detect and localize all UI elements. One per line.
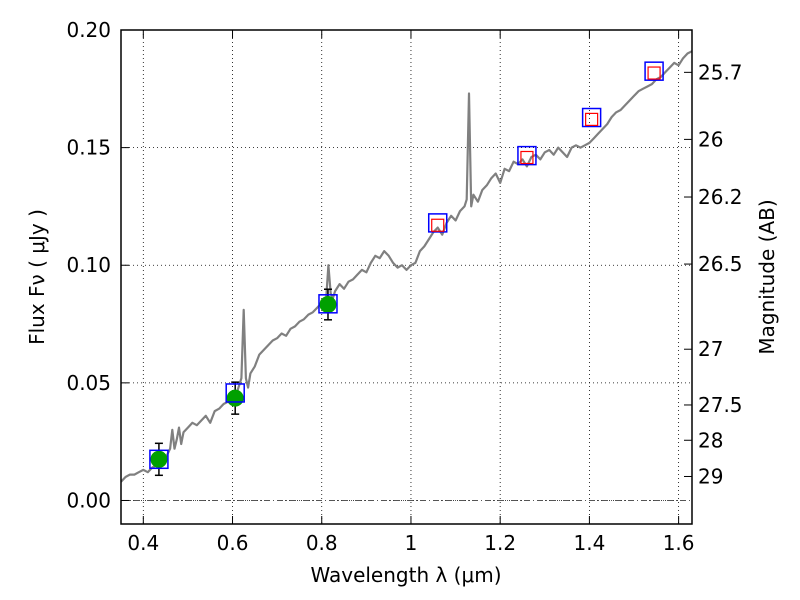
upper-band-marker [431,218,445,232]
x-tick-label: 0.6 [217,531,249,555]
x-tick-label: 0.8 [306,531,338,555]
y2-tick-label: 26 [698,127,723,151]
x-tick-label: 1.4 [573,531,605,555]
y2-tick-label: 26.5 [698,252,743,276]
photometry-points [149,61,664,477]
spectrum-line [120,50,693,483]
upper-band-marker [585,112,599,126]
y2-tick-label: 28 [698,428,723,452]
photometry-point [150,450,168,468]
x-tick-label: 1 [405,531,418,555]
model-band-marker [427,213,448,233]
y2-tick-label: 27 [698,337,723,361]
axis-ticks: 0.4 0.6 0.8 1 1.2 1.4 1.6 0.00 0.05 0.10 0.15 0.20 2… [66,18,742,555]
grid-lines [121,29,692,524]
y2-tick-label: 25.7 [698,60,743,84]
model-band-marker [318,294,338,314]
x-axis-title: Wavelength λ (μm) [310,563,501,587]
model-band-marker [517,145,537,166]
plot-frame [120,29,693,525]
y2-tick-label: 27.5 [698,393,743,417]
model-band-marker [225,383,245,403]
y-tick-label: 0.05 [66,371,111,395]
y-axis-title: Flux Fν ( μJy ) [25,209,49,345]
y-tick-label: 0.20 [66,18,111,42]
y-tick-label: 0.15 [66,136,111,160]
upper-band-marker [647,66,661,80]
y2-tick-label: 29 [698,464,723,488]
x-tick-label: 1.2 [484,531,516,555]
y-tick-label: 0.10 [66,253,111,277]
upper-band-marker [520,150,534,165]
y2-tick-label: 26.2 [698,185,743,209]
model-band-marker [644,61,664,81]
y2-axis-title: Magnitude (AB) [755,199,779,354]
y-tick-label: 0.00 [66,488,111,512]
x-tick-label: 1.6 [663,531,695,555]
x-tick-label: 0.4 [127,531,159,555]
model-band-marker [581,107,602,128]
spectrum-series [120,50,693,483]
photometry-point [226,389,244,407]
photometry-point [319,296,337,314]
model-band-marker [149,449,169,470]
